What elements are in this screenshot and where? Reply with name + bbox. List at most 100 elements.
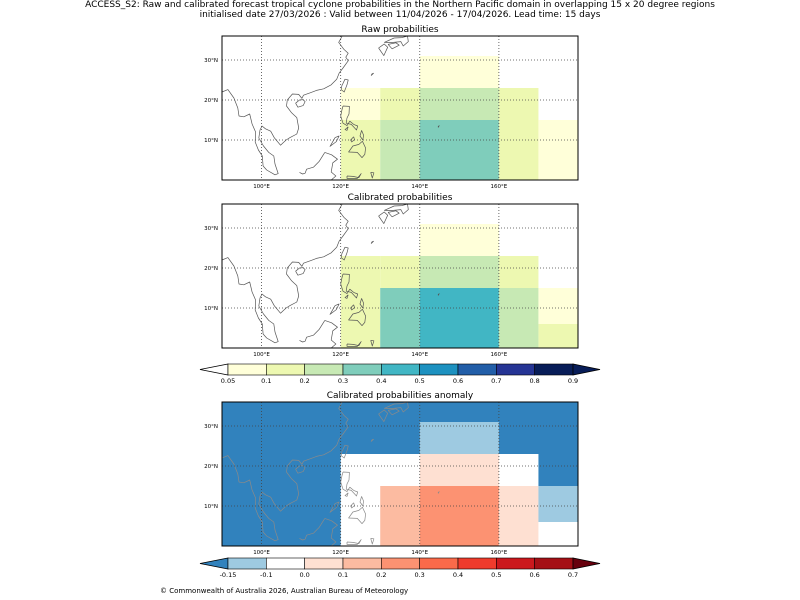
x-tick-label: 160°E: [491, 184, 508, 190]
probability-cell: [498, 486, 539, 546]
probability-cell: [538, 522, 578, 546]
coastline-segment: [346, 539, 362, 545]
colorbar-swatch: [534, 557, 574, 570]
probability-cell: [498, 256, 539, 288]
map-panel-1: Raw probabilities 100°E 120°E 140°E 160°E 10°…: [204, 25, 579, 190]
colorbar-tick-label: -0.1: [260, 571, 273, 579]
copyright-notice: © Commonwealth of Australia 2026, Austra…: [160, 587, 409, 595]
probability-cell: [419, 88, 499, 120]
colorbar-swatch: [342, 363, 382, 376]
colorbar-swatch: [419, 557, 459, 570]
coastline-segment: [437, 491, 440, 494]
y-tick-label: 30°N: [204, 424, 218, 430]
probability-cell: [419, 224, 499, 256]
colorbar-swatch: [457, 557, 497, 570]
figure-title-line-1: ACCESS_S2: Raw and calibrated forecast t…: [85, 0, 715, 10]
x-tick-label: 160°E: [491, 352, 508, 358]
coastline-segment: [384, 401, 409, 413]
probability-cell: [380, 88, 420, 120]
colorbar-tick-label: -0.15: [220, 571, 237, 579]
y-tick-label: 30°N: [204, 226, 218, 232]
coastline-segment: [348, 506, 366, 524]
y-tick-label: 30°N: [204, 58, 218, 64]
map-frame: [221, 203, 579, 349]
coastline-segment: [299, 518, 326, 541]
coastline-segment: [384, 35, 409, 47]
colorbar-under-arrow: [199, 363, 229, 376]
colorbar-over-arrow: [572, 363, 601, 376]
y-tick-label: 20°N: [204, 266, 218, 272]
probability-cell: [419, 288, 499, 348]
colorbar-swatch: [419, 363, 459, 376]
coastline-segment: [340, 78, 349, 93]
coastline-segment: [350, 502, 355, 509]
figure-title-line-2: initialised date 27/03/2026 : Valid betw…: [199, 10, 601, 20]
coastline-segment: [378, 211, 389, 224]
coastline-segment: [370, 240, 374, 244]
probability-cell: [538, 288, 578, 324]
y-tick-label: 10°N: [204, 504, 218, 510]
colorbar-swatch: [266, 363, 305, 376]
coastline-segment: [340, 246, 349, 261]
coastline-segment: [340, 105, 359, 131]
colorbar-1: 0.05 0.1 0.2 0.3 0.4 0.5 0.6 0.7 0.8 0.9: [199, 363, 601, 385]
coastline-segment: [299, 320, 326, 343]
colorbar-under-arrow: [199, 557, 229, 570]
colorbar-tick-label: 0.4: [453, 571, 463, 579]
colorbar-swatch: [496, 363, 535, 376]
coastline-segment: [346, 341, 362, 347]
probability-cell: [538, 486, 578, 522]
coastline-segment: [344, 294, 349, 299]
coastline-segment: [387, 42, 400, 50]
colorbar-tick-label: 0.3: [414, 571, 424, 579]
probability-cell: [419, 486, 499, 546]
colorbar-tick-label: 0.4: [376, 377, 386, 385]
coastline-segment: [370, 340, 375, 347]
coastline-segment: [348, 140, 366, 158]
coastline-segment: [370, 538, 375, 545]
y-tick-label: 20°N: [204, 464, 218, 470]
probability-cell: [380, 120, 420, 180]
coastline-segment: [437, 125, 440, 128]
coastline-segment: [359, 298, 364, 309]
coastline: [221, 203, 440, 349]
colorbar-swatch: [457, 363, 497, 376]
y-tick-label: 20°N: [204, 98, 218, 104]
coastline-segment: [344, 126, 349, 131]
coastline-segment: [378, 409, 389, 422]
colorbar-swatch: [534, 363, 574, 376]
panel-title: Calibrated probabilities: [348, 193, 453, 203]
colorbar-tick-label: 0.05: [221, 377, 235, 385]
panel-title: Raw probabilities: [361, 25, 439, 35]
probability-cell: [538, 120, 578, 180]
colorbar-2: -0.15 -0.1 0.0 0.1 0.2 0.3 0.4 0.5 0.6 0.7: [199, 557, 601, 579]
colorbar-tick-label: 0.7: [568, 571, 578, 579]
coastline-segment: [370, 172, 375, 179]
colorbar-swatch: [496, 557, 535, 570]
colorbar-over-arrow: [572, 557, 601, 570]
colorbar-tick-label: 0.7: [491, 377, 501, 385]
colorbar-tick-label: 0.5: [414, 377, 424, 385]
map-frame: [221, 401, 579, 547]
probability-cell: [498, 88, 539, 180]
coastline-segment: [295, 465, 306, 474]
coastline-segment: [324, 320, 338, 349]
coastline-segment: [340, 273, 359, 299]
coastline-segment: [299, 152, 326, 175]
x-tick-label: 100°E: [253, 550, 270, 556]
coastline-segment: [370, 72, 374, 76]
colorbar-swatch: [342, 557, 382, 570]
probability-cell: [380, 256, 420, 288]
y-tick-label: 10°N: [204, 138, 218, 144]
colorbar-swatch: [304, 557, 344, 570]
coastline-segment: [387, 210, 400, 218]
probability-cell: [419, 422, 499, 454]
coastline-segment: [295, 99, 306, 108]
coastline-segment: [437, 293, 440, 296]
x-tick-label: 140°E: [411, 550, 428, 556]
coastline-segment: [370, 438, 374, 442]
colorbar-swatch: [381, 557, 420, 570]
colorbar-swatch: [227, 557, 267, 570]
coastline-segment: [350, 304, 355, 311]
